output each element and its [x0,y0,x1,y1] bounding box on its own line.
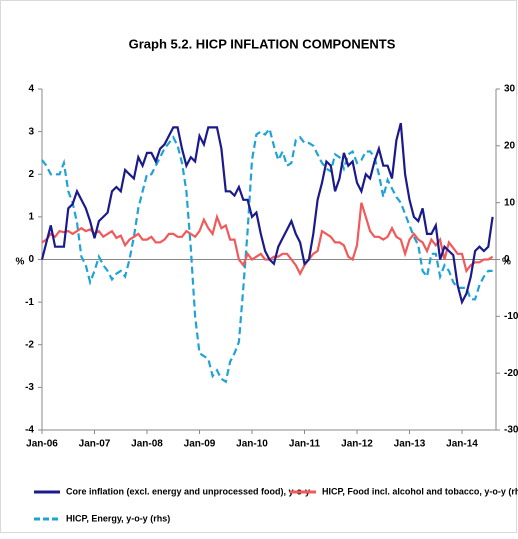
y-tick-label: -1 [25,297,34,308]
y-tick-label: 4 [28,84,34,95]
legend-label: HICP, Energy, y-o-y (rhs) [66,513,170,523]
y-tick-label: 0 [28,254,34,265]
y2-tick-label: 20 [504,140,516,151]
series-line [41,202,494,277]
x-tick-label: Jan-11 [289,439,321,450]
y-tick-label: -4 [25,425,34,436]
x-tick-label: Jan-13 [394,439,426,450]
x-tick-label: Jan-10 [236,439,268,450]
y2-tick-label: 30 [504,84,516,95]
y-tick-label: 3 [28,126,34,137]
x-tick-label: Jan-06 [26,439,58,450]
series-line [40,122,494,306]
x-tick-label: Jan-08 [131,439,163,450]
x-tick-label: Jan-07 [79,439,111,450]
y2-tick-label: -20 [504,368,518,379]
series-line [41,126,493,384]
y-axis-title: % [16,257,25,268]
x-tick-label: Jan-12 [341,439,373,450]
x-tick-label: Jan-09 [184,439,216,450]
y-tick-label: 1 [28,212,34,223]
y-tick-label: -3 [25,382,34,393]
x-tick-label: Jan-14 [446,439,478,450]
y-tick-label: -2 [25,339,34,350]
y2-tick-label: -30 [504,425,518,436]
legend-label: Core inflation (excl. energy and unproce… [66,486,310,496]
legend-label: HICP, Food incl. alcohol and tobacco, y-… [322,486,518,496]
y2-tick-label: 10 [504,197,516,208]
y-tick-label: 2 [28,169,34,180]
chart-title: Graph 5.2. HICP INFLATION COMPONENTS [129,36,396,51]
y2-tick-label: -10 [504,311,518,322]
y2-tick-label: 0 [504,254,510,265]
y2-axis-title: % [502,257,511,268]
